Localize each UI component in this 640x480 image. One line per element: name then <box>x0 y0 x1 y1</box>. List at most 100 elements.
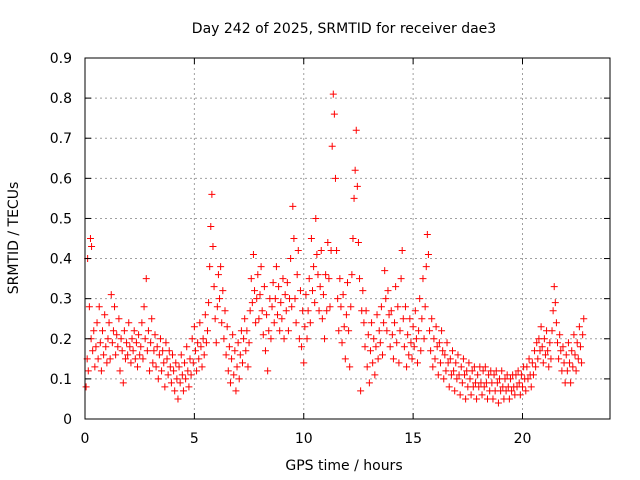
data-point <box>109 327 117 335</box>
y-tick-label: 0 <box>63 412 72 428</box>
data-point <box>293 271 301 279</box>
data-point <box>549 307 557 315</box>
data-point <box>189 359 197 367</box>
data-point <box>429 363 437 371</box>
data-point <box>100 351 108 359</box>
data-point <box>166 363 174 371</box>
data-point <box>517 371 525 379</box>
data-point <box>473 395 481 403</box>
data-point <box>397 275 405 283</box>
data-point <box>280 335 288 343</box>
data-point <box>99 327 106 335</box>
data-point <box>468 367 476 375</box>
data-point <box>459 355 467 363</box>
data-point <box>115 315 123 323</box>
data-point <box>272 263 280 271</box>
data-point <box>135 331 143 339</box>
data-point <box>310 263 318 271</box>
data-point <box>442 367 450 375</box>
data-point <box>239 359 246 367</box>
data-point <box>257 263 265 271</box>
data-point <box>152 363 160 371</box>
data-point <box>281 291 289 299</box>
data-point <box>349 235 357 242</box>
data-point <box>95 303 103 311</box>
data-point <box>309 287 316 295</box>
data-point <box>322 271 330 279</box>
data-point <box>267 335 275 343</box>
data-point <box>183 343 191 351</box>
data-point <box>522 387 530 395</box>
data-point <box>365 379 373 387</box>
data-point <box>362 307 370 315</box>
data-point <box>498 367 506 375</box>
data-point <box>573 339 581 347</box>
data-point <box>277 299 285 307</box>
data-point <box>162 339 170 347</box>
data-point <box>347 303 355 311</box>
data-point <box>290 235 298 242</box>
data-point <box>420 335 428 343</box>
data-point <box>516 391 524 399</box>
data-point <box>344 279 351 287</box>
data-point <box>407 339 415 347</box>
data-point <box>197 343 205 351</box>
y-tick-label: 0.3 <box>50 292 72 308</box>
data-point <box>433 343 441 351</box>
data-point <box>276 327 284 335</box>
data-point <box>466 375 474 383</box>
data-point <box>376 339 384 347</box>
data-point <box>233 363 241 371</box>
data-point <box>345 327 353 335</box>
data-point <box>447 371 455 379</box>
data-point <box>313 251 321 259</box>
data-point <box>298 343 306 351</box>
data-point <box>489 395 497 403</box>
data-point <box>523 363 531 371</box>
data-point <box>91 363 99 371</box>
data-point <box>102 343 110 351</box>
data-point <box>174 395 182 403</box>
data-point <box>214 271 222 279</box>
data-point <box>128 335 136 343</box>
data-point <box>370 335 378 343</box>
data-point <box>440 375 448 383</box>
data-point <box>294 247 302 255</box>
data-point <box>226 379 234 387</box>
data-point <box>124 351 132 359</box>
data-point <box>302 291 310 299</box>
data-point <box>84 367 92 375</box>
data-point <box>354 239 362 247</box>
data-point <box>579 331 587 339</box>
data-point <box>337 303 345 311</box>
data-point <box>279 275 287 283</box>
data-point <box>172 359 180 367</box>
data-point <box>97 367 105 375</box>
data-point <box>545 363 553 371</box>
data-point <box>395 359 403 367</box>
data-point <box>544 347 552 355</box>
data-point <box>539 359 547 367</box>
data-point <box>201 311 209 319</box>
data-point <box>541 351 549 359</box>
data-point <box>160 359 168 367</box>
data-point <box>414 359 421 367</box>
data-point <box>369 359 377 367</box>
data-point <box>554 339 561 347</box>
data-point <box>493 379 501 387</box>
data-point <box>340 323 348 331</box>
data-point <box>255 315 263 323</box>
data-point <box>213 303 221 311</box>
data-point <box>223 323 231 331</box>
data-point <box>451 387 459 395</box>
data-point <box>436 359 444 367</box>
data-point <box>317 247 325 255</box>
data-point <box>191 347 199 355</box>
data-point <box>159 347 167 355</box>
data-point <box>479 367 487 375</box>
data-point <box>140 303 148 311</box>
data-point <box>243 327 251 335</box>
data-point <box>391 319 399 327</box>
data-point <box>450 367 458 375</box>
data-point <box>419 275 427 283</box>
